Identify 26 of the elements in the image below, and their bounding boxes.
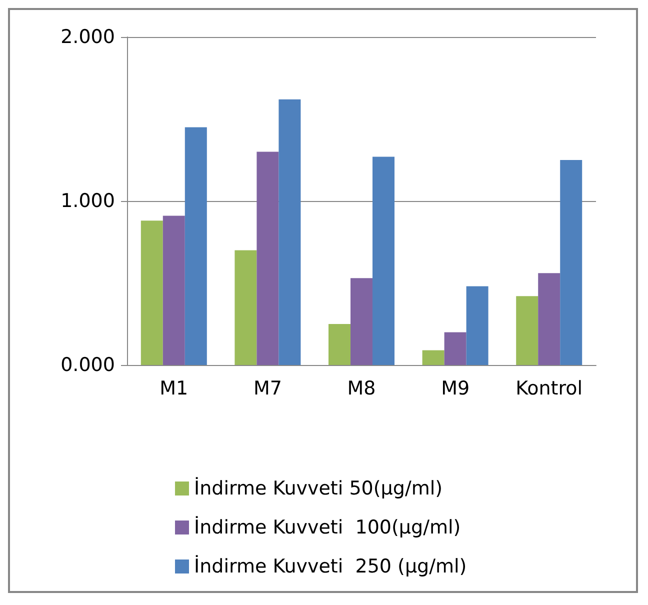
x-tick-label: M1 <box>160 378 188 400</box>
bar <box>350 278 372 365</box>
bar <box>538 273 560 365</box>
bar <box>256 152 279 365</box>
bar <box>466 286 488 365</box>
legend-label: İndirme Kuvveti 250 (µg/ml) <box>194 554 467 578</box>
legend-label: İndirme Kuvveti 100(µg/ml) <box>194 516 461 538</box>
bar <box>516 296 538 365</box>
bar <box>422 350 444 365</box>
bar <box>444 332 466 365</box>
y-tick-label: 1.000 <box>60 190 115 212</box>
bar <box>162 216 185 365</box>
y-tick-label: 2.000 <box>60 26 115 48</box>
x-tick-label: M7 <box>253 378 282 400</box>
bar <box>278 99 301 365</box>
x-tick-label: M9 <box>441 378 470 400</box>
legend-label: İndirme Kuvveti 50(µg/ml) <box>194 476 443 500</box>
bar <box>328 324 350 365</box>
bar <box>234 250 257 365</box>
y-tick-label: 0.000 <box>60 354 115 376</box>
x-tick-label: Kontrol <box>516 378 583 400</box>
bar <box>140 220 163 365</box>
bar <box>184 127 207 365</box>
x-tick-label: M8 <box>347 378 376 400</box>
bar <box>372 156 394 365</box>
bar <box>560 160 582 365</box>
